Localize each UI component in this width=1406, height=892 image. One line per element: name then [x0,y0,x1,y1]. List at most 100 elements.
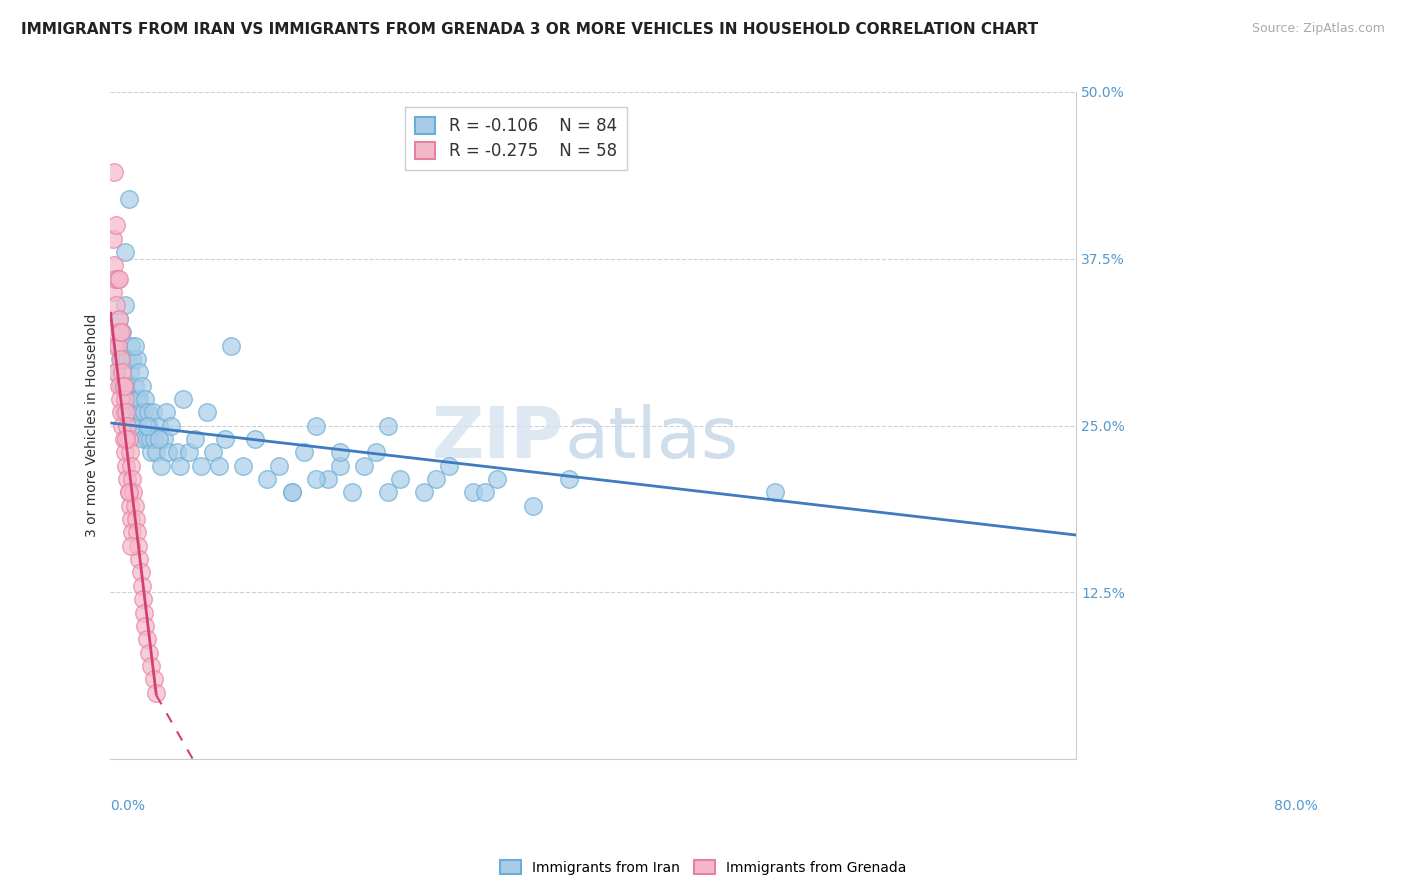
Point [132,432,155,446]
Point [145,445,167,459]
Point [108,351,131,366]
Point [105,298,128,312]
Point [115,405,138,419]
Point [269,458,291,473]
Point [117,485,139,500]
Point [353,458,375,473]
Point [150,458,173,473]
Point [202,445,225,459]
Point [110,325,132,339]
Y-axis label: 3 or more Vehicles in Household: 3 or more Vehicles in Household [86,314,100,537]
Point [134,619,156,633]
Point [117,485,139,500]
Point [177,445,200,459]
Point [101,232,124,246]
Point [134,606,156,620]
Point [112,432,135,446]
Point [120,539,142,553]
Point [105,219,128,233]
Point [152,432,174,446]
Point [114,445,136,459]
Point [125,392,148,406]
Point [136,405,159,419]
Point [172,392,194,406]
Point [139,432,162,446]
Point [114,392,136,406]
Point [115,432,138,446]
Point [108,311,131,326]
Point [190,458,212,473]
Point [122,418,145,433]
Point [129,405,152,419]
Point [103,259,125,273]
Point [159,418,181,433]
Point [141,445,163,459]
Text: Source: ZipAtlas.com: Source: ZipAtlas.com [1251,22,1385,36]
Point [124,499,146,513]
Point [413,485,436,500]
Point [305,472,328,486]
Point [128,392,150,406]
Point [142,432,165,446]
Point [127,418,149,433]
Point [131,378,153,392]
Point [108,311,131,326]
Point [107,338,129,352]
Point [461,485,484,500]
Point [134,392,156,406]
Point [485,472,508,486]
Point [208,458,231,473]
Point [128,365,150,379]
Point [131,579,153,593]
Point [425,472,447,486]
Point [141,659,163,673]
Point [118,499,141,513]
Point [124,338,146,352]
Point [105,365,128,379]
Point [305,418,328,433]
Point [101,285,124,299]
Point [134,405,156,419]
Point [340,485,363,500]
Point [121,472,143,486]
Point [124,378,146,392]
Legend: Immigrants from Iran, Immigrants from Grenada: Immigrants from Iran, Immigrants from Gr… [495,855,911,880]
Point [111,418,134,433]
Point [138,646,160,660]
Point [195,405,218,419]
Point [110,378,132,392]
Point [292,445,315,459]
Point [118,445,141,459]
Point [111,325,134,339]
Point [245,432,267,446]
Point [142,405,165,419]
Point [122,485,145,500]
Point [138,418,160,433]
Point [120,338,142,352]
Point [125,405,148,419]
Point [117,192,139,206]
Point [329,458,352,473]
Point [316,472,339,486]
Point [129,566,152,580]
Point [135,432,157,446]
Text: 80.0%: 80.0% [1274,799,1317,814]
Point [114,245,136,260]
Point [121,392,143,406]
Point [219,338,242,352]
Point [558,472,581,486]
Point [169,458,191,473]
Text: atlas: atlas [564,404,738,474]
Point [104,272,127,286]
Point [115,458,138,473]
Point [135,632,157,647]
Point [108,392,131,406]
Point [121,525,143,540]
Point [110,351,132,366]
Point [522,499,544,513]
Point [125,512,148,526]
Point [280,485,302,500]
Point [364,445,387,459]
Point [232,458,254,473]
Point [108,272,131,286]
